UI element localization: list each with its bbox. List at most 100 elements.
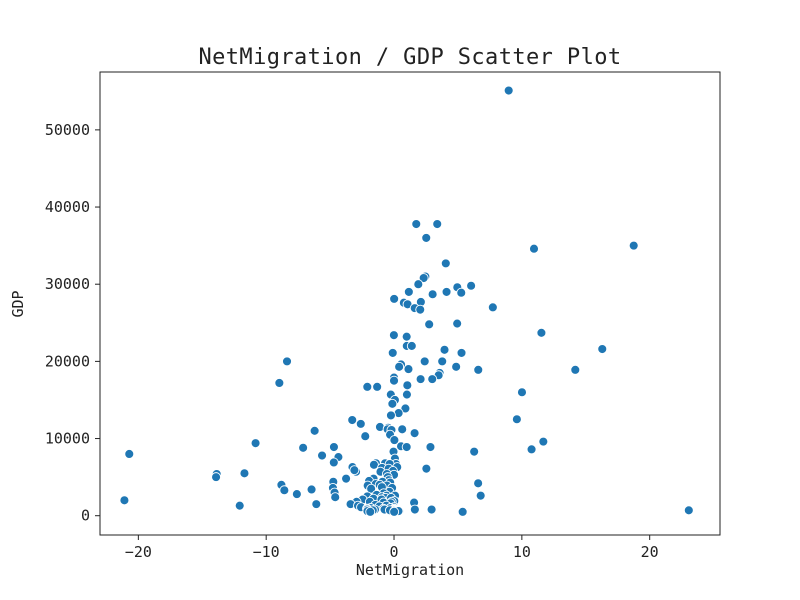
data-point <box>419 356 430 367</box>
data-point <box>306 484 317 495</box>
data-point <box>457 506 468 517</box>
data-point <box>279 485 290 496</box>
data-point <box>456 287 467 298</box>
data-point <box>469 446 480 457</box>
data-point <box>473 478 484 489</box>
data-point <box>415 304 426 315</box>
data-point <box>328 457 339 468</box>
data-point <box>362 381 373 392</box>
data-point <box>517 387 527 398</box>
x-tick-label: −10 <box>253 543 280 561</box>
data-point <box>372 381 383 392</box>
data-point <box>503 85 514 96</box>
data-point <box>421 232 432 243</box>
data-point <box>452 318 463 329</box>
y-tick-label: 20000 <box>45 352 90 370</box>
data-point <box>400 403 411 414</box>
data-point <box>387 347 398 358</box>
data-point <box>234 500 245 511</box>
points-layer <box>119 85 694 517</box>
y-axis-label: GDP <box>9 290 27 317</box>
data-point <box>366 483 377 494</box>
data-point <box>426 504 437 515</box>
data-point <box>309 425 320 436</box>
data-point <box>394 361 405 372</box>
data-point <box>239 468 250 479</box>
y-axis: 0 10000 20000 30000 40000 50000 <box>45 121 100 525</box>
x-tick-label: −20 <box>125 543 152 561</box>
y-tick-label: 10000 <box>45 430 90 448</box>
y-tick-label: 40000 <box>45 198 90 216</box>
data-point <box>389 375 399 386</box>
data-point <box>427 374 438 385</box>
data-point <box>349 465 360 476</box>
data-point <box>298 442 309 453</box>
data-point <box>526 444 537 455</box>
data-point <box>250 438 261 449</box>
data-point <box>389 293 400 304</box>
data-point <box>683 505 694 516</box>
data-point <box>421 463 432 474</box>
x-tick-label: 0 <box>390 543 399 561</box>
data-point <box>330 492 341 503</box>
data-point <box>456 347 467 358</box>
data-point <box>211 472 222 483</box>
data-point <box>282 356 292 367</box>
data-point <box>628 240 639 251</box>
chart-title: NetMigration / GDP Scatter Plot <box>199 45 622 70</box>
data-point <box>437 356 448 367</box>
data-point <box>473 364 484 375</box>
data-point <box>317 450 327 461</box>
data-point <box>403 364 414 375</box>
y-tick-label: 50000 <box>45 121 90 139</box>
data-point <box>597 344 608 354</box>
data-point <box>415 374 426 385</box>
data-point <box>570 364 581 375</box>
data-point <box>439 344 450 355</box>
data-point <box>401 389 412 400</box>
data-point <box>529 243 539 254</box>
data-point <box>397 424 408 435</box>
data-point <box>441 286 452 297</box>
data-point <box>274 378 285 388</box>
data-point <box>418 273 429 283</box>
data-point <box>388 330 399 341</box>
data-point <box>291 489 302 500</box>
data-point <box>409 428 420 439</box>
data-point <box>440 258 451 269</box>
data-point <box>119 495 130 506</box>
data-point <box>466 280 477 291</box>
data-point <box>401 331 412 342</box>
data-point <box>402 380 413 391</box>
data-point <box>387 398 398 409</box>
data-point <box>401 442 412 452</box>
y-tick-label: 30000 <box>45 275 90 293</box>
data-point <box>427 289 438 300</box>
data-point <box>389 435 400 446</box>
x-axis-label: NetMigration <box>356 561 464 579</box>
plot-frame <box>99 71 721 536</box>
data-point <box>487 302 498 313</box>
data-point <box>124 449 135 459</box>
data-point <box>432 219 443 229</box>
data-point <box>409 504 420 515</box>
data-point <box>386 410 396 421</box>
data-point <box>424 319 435 330</box>
data-point <box>311 499 322 510</box>
data-point <box>475 490 486 501</box>
x-tick-label: 20 <box>641 543 659 561</box>
data-point <box>413 279 424 290</box>
y-tick-label: 0 <box>81 507 90 525</box>
data-point <box>328 442 339 452</box>
data-point <box>360 431 371 442</box>
data-point <box>389 506 400 517</box>
data-point <box>536 327 547 338</box>
data-point <box>411 219 422 229</box>
x-axis: −20 −10 0 10 20 <box>125 535 659 561</box>
data-point <box>341 473 352 484</box>
data-point <box>403 286 414 297</box>
data-point <box>355 418 366 429</box>
data-point <box>451 361 462 372</box>
data-point <box>365 506 376 517</box>
